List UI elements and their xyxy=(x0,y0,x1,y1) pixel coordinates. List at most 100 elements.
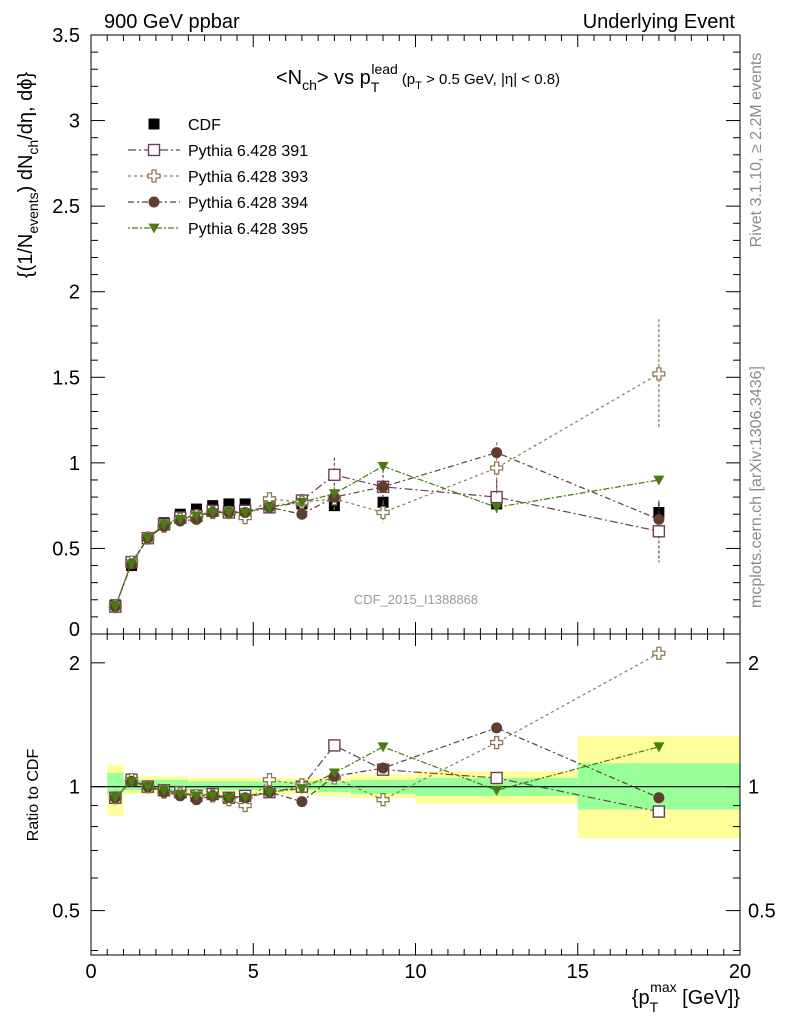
data-point xyxy=(174,514,186,525)
y-tick-label: 3.5 xyxy=(52,25,80,47)
y-tick-label: 0.5 xyxy=(52,538,80,560)
axes: 0 5 10 15 20 0 0.5 1 1.5 2 2.5 3 3.5 0.5 0.5 1 1 2 2 xyxy=(52,25,776,983)
title-part: <N xyxy=(276,67,302,89)
title-sub: ch xyxy=(302,77,317,93)
ylabel-part: ) dN xyxy=(15,155,37,193)
ratio-point xyxy=(653,742,665,753)
ylabel-sub: ch xyxy=(25,140,41,155)
title-cut: > 0.5 GeV, |η| < 0.8) xyxy=(422,71,560,88)
ratio-point xyxy=(491,722,503,734)
ratio-tick-label-left: 1 xyxy=(69,777,80,799)
ratio-point xyxy=(377,742,389,753)
data-point xyxy=(239,508,251,518)
x-tick-label: 10 xyxy=(404,961,426,983)
ratio-point xyxy=(262,773,277,787)
ratio-point xyxy=(174,789,186,800)
title-sup: lead xyxy=(371,61,397,77)
side-mcplots-label: mcplots.cern.ch [arXiv:1306.3436] xyxy=(748,366,765,608)
y-tick-label: 2.5 xyxy=(52,196,80,218)
data-point xyxy=(328,489,340,500)
ratio-point xyxy=(296,784,308,795)
legend-label: CDF xyxy=(188,117,221,134)
plot-title: <Nch> vs pTlead(pT > 0.5 GeV, |η| < 0.8) xyxy=(276,61,560,95)
data-point xyxy=(126,559,138,570)
ratio-series-line xyxy=(114,652,660,807)
data-point xyxy=(653,475,665,486)
band-green xyxy=(188,781,254,791)
data-point xyxy=(491,502,503,513)
ratio-point xyxy=(223,793,235,804)
data-point xyxy=(158,520,170,530)
data-point xyxy=(207,508,219,518)
ratio-series-line xyxy=(114,746,660,799)
data-point xyxy=(109,602,121,613)
legend-marker xyxy=(147,143,161,157)
data-point xyxy=(223,498,235,510)
y-tick-label: 2 xyxy=(69,282,80,304)
ratio-tick-label-right: 0.5 xyxy=(748,901,776,923)
legend-label: Pythia 6.428 395 xyxy=(188,221,308,238)
band-green xyxy=(107,772,124,795)
ratio-tick-label-left: 2 xyxy=(69,653,80,675)
y-tick-label: 0 xyxy=(69,619,80,641)
ratio-point xyxy=(328,768,340,779)
legend-marker xyxy=(148,223,160,234)
data-point xyxy=(491,447,503,459)
legend-label: Pythia 6.428 393 xyxy=(188,169,308,186)
ratio-point xyxy=(377,762,389,774)
y-axis-label-ratio: Ratio to CDF xyxy=(25,749,42,842)
data-point xyxy=(239,498,251,510)
y-tick-label: 1 xyxy=(69,453,80,475)
band-green xyxy=(253,781,319,791)
xlabel-sup: max xyxy=(650,979,676,995)
xlabel-part: {p xyxy=(632,987,650,1009)
ratio-point xyxy=(490,771,503,785)
ratio-point xyxy=(296,796,308,808)
y-axis-label-main: {(1/Nevents) dNch/dη, dϕ} xyxy=(15,72,41,279)
data-point xyxy=(328,468,341,482)
x-axis-label: {pTmax [GeV]} xyxy=(632,979,741,1015)
ratio-tick-label-right: 1 xyxy=(748,777,759,799)
title-sub: T xyxy=(415,80,422,92)
ratio-point xyxy=(328,739,341,752)
data-point xyxy=(653,513,665,525)
x-tick-label: 15 xyxy=(567,961,589,983)
data-point xyxy=(376,505,390,520)
xlabel-sub: T xyxy=(650,999,659,1015)
ratio-point xyxy=(142,782,154,793)
xlabel-part: [GeV]} xyxy=(677,987,741,1009)
legend-marker xyxy=(148,196,160,208)
data-point xyxy=(377,461,389,472)
data-point xyxy=(490,490,503,504)
ratio-point xyxy=(376,793,390,807)
ratio-point xyxy=(238,798,252,813)
x-tick-label: 5 xyxy=(248,961,259,983)
data-point xyxy=(190,503,202,515)
data-point xyxy=(489,461,504,475)
ratio-point xyxy=(652,805,666,818)
ratio-point xyxy=(190,791,202,802)
legend-label: Pythia 6.428 394 xyxy=(188,195,308,212)
series-line xyxy=(114,474,659,607)
ratio-point xyxy=(263,787,275,798)
data-point xyxy=(652,525,666,538)
title-cut: (p xyxy=(402,71,415,88)
header-right: Underlying Event xyxy=(583,11,736,33)
y-tick-label: 3 xyxy=(69,111,80,133)
data-point xyxy=(223,508,235,518)
data-point xyxy=(190,511,202,522)
title-part: > vs p xyxy=(317,67,371,89)
ratio-point xyxy=(109,793,121,804)
x-tick-label: 20 xyxy=(729,961,751,983)
ratio-point xyxy=(158,785,170,796)
data-point xyxy=(296,497,308,508)
data-point xyxy=(328,500,340,512)
data-point xyxy=(652,367,666,381)
ratio-point xyxy=(239,793,251,804)
ratio-point xyxy=(126,777,138,787)
legend: CDF Pythia 6.428 391 Pythia 6.428 393 Pythi… xyxy=(128,117,308,238)
watermark: CDF_2015_I1388868 xyxy=(354,592,478,607)
data-series xyxy=(108,319,666,818)
ylabel-part: {(1/N xyxy=(15,234,37,278)
